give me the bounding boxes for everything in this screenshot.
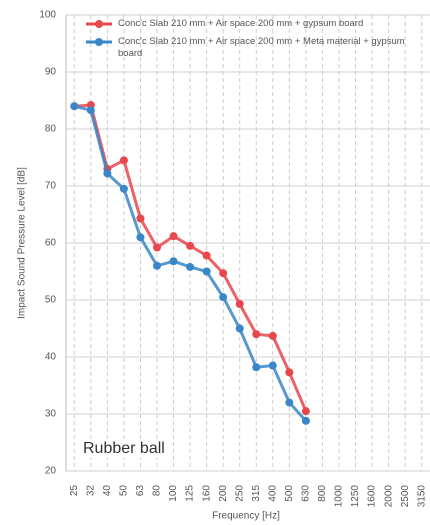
y-tick-label: 50	[45, 295, 57, 306]
legend-symbol	[86, 38, 112, 46]
y-tick-label: 40	[45, 352, 57, 363]
data-point	[103, 169, 112, 178]
data-point	[235, 324, 244, 333]
x-tick-label: 160	[201, 485, 212, 502]
legend-label: Conc'c Slab 210 mm + Air space 200 mm + …	[118, 18, 364, 29]
data-point	[70, 102, 79, 111]
x-tick-label: 100	[168, 485, 179, 502]
data-point	[169, 232, 178, 241]
x-tick-label: 32	[85, 485, 96, 497]
legend-symbol	[86, 20, 112, 28]
data-point	[268, 361, 277, 370]
data-point	[153, 261, 161, 270]
legend-item: Conc'c Slab 210 mm + Air space 200 mm + …	[86, 18, 416, 30]
data-point	[252, 363, 261, 372]
x-tick-label: 3150	[416, 485, 427, 508]
data-point	[219, 293, 228, 302]
data-point	[186, 262, 195, 271]
y-tick-label: 30	[45, 409, 57, 420]
data-point	[285, 398, 294, 407]
x-tick-label: 63	[135, 485, 146, 497]
x-tick-label: 50	[119, 485, 130, 497]
x-tick-label: 315	[251, 485, 262, 502]
data-point	[301, 416, 310, 425]
data-point	[169, 257, 178, 266]
x-tick-label: 250	[234, 485, 245, 502]
x-tick-label: 25	[69, 485, 80, 497]
x-tick-label: 80	[152, 485, 163, 497]
y-axis-label: Impact Sound Pressure Level [dB]	[17, 167, 28, 319]
legend: Conc'c Slab 210 mm + Air space 200 mm + …	[86, 18, 416, 66]
x-tick-label: 400	[267, 485, 278, 502]
data-point	[86, 106, 95, 115]
x-tick-label: 500	[284, 485, 295, 502]
x-tick-label: 2500	[400, 485, 411, 508]
y-tick-label: 80	[45, 124, 57, 135]
data-point	[119, 184, 128, 193]
data-point	[119, 156, 128, 165]
annotation: Rubber ball	[80, 440, 168, 458]
data-point	[235, 299, 244, 308]
data-point	[136, 214, 145, 223]
data-point	[268, 331, 277, 340]
data-point	[252, 330, 261, 339]
x-tick-label: 800	[317, 485, 328, 502]
x-tick-label: 630	[301, 485, 312, 502]
x-tick-label: 1250	[350, 485, 361, 508]
y-tick-label: 100	[39, 10, 56, 21]
data-point	[301, 407, 310, 416]
y-tick-label: 20	[45, 466, 57, 477]
data-point	[186, 241, 195, 250]
x-tick-label: 125	[185, 485, 196, 502]
x-axis-label: Frequency [Hz]	[212, 511, 280, 522]
data-point	[153, 243, 161, 252]
data-point	[136, 233, 145, 242]
legend-label: Conc'c Slab 210 mm + Air space 200 mm + …	[118, 36, 405, 59]
data-point	[202, 267, 211, 276]
y-tick-label: 70	[45, 181, 57, 192]
x-tick-label: 1600	[367, 485, 378, 508]
x-tick-label: 1000	[334, 485, 345, 508]
data-point	[219, 269, 228, 278]
y-tick-label: 60	[45, 238, 57, 249]
legend-item: Conc'c Slab 210 mm + Air space 200 mm + …	[86, 36, 416, 60]
data-point	[285, 368, 294, 377]
x-tick-label: 200	[218, 485, 229, 502]
data-point	[202, 251, 211, 260]
x-tick-label: 40	[102, 485, 113, 497]
x-tick-label: 2000	[383, 485, 394, 508]
y-tick-label: 90	[45, 67, 57, 78]
